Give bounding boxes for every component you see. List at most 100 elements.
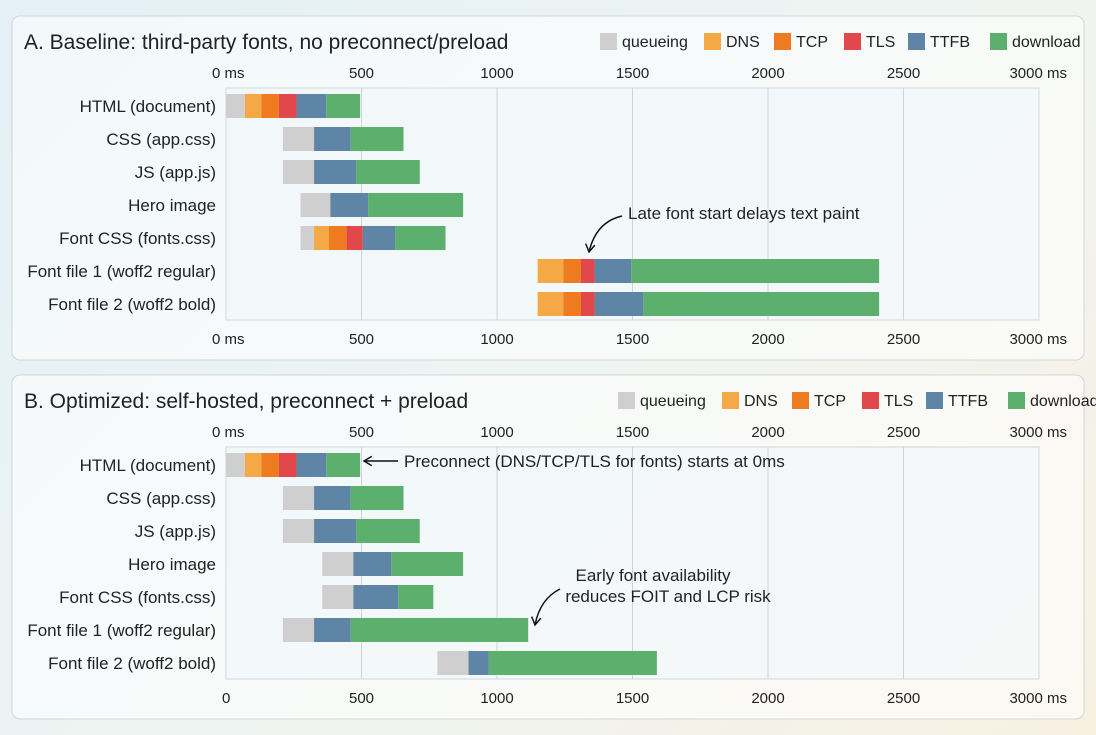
bar-segment-download [356,160,420,184]
row-label: Hero image [128,196,216,215]
bar-segment-download [326,94,361,118]
bar-segment-download [631,259,880,283]
legend-label-tls: TLS [866,34,895,51]
row-label: CSS (app.css) [106,489,216,508]
bar-segment-queueing [282,618,315,642]
x-tick-label-bottom: 1500 [616,331,649,348]
annotation-text: reduces FOIT and LCP risk [565,587,771,606]
bar-segment-queueing [322,585,354,609]
legend-label-queueing: queueing [640,393,706,410]
x-tick-label-bottom: 3000 ms [1009,331,1067,348]
bar-segment-ttfb [296,453,327,477]
x-tick-label-top: 1000 [480,424,513,441]
row-label: CSS (app.css) [106,130,216,149]
x-tick-label-top: 2500 [887,424,920,441]
x-tick-label-bottom: 1000 [480,690,513,707]
legend-swatch-download [1008,392,1025,409]
x-tick-label-bottom: 0 ms [212,331,245,348]
legend-label-download: download [1030,393,1096,410]
row-label: Font CSS (fonts.css) [59,588,216,607]
bar-segment-queueing [226,453,245,477]
bar-segment-ttfb [330,193,369,217]
legend-label-dns: DNS [744,393,778,410]
row-label: JS (app.js) [135,522,216,541]
bar-segment-queueing [300,193,331,217]
legend-swatch-download [990,33,1007,50]
annotation-text: Late font start delays text paint [628,204,860,223]
annotation-arrowhead [584,243,596,254]
annotation-arrow [588,215,623,253]
bar-segment-tcp [261,94,279,118]
legend-swatch-tcp [792,392,809,409]
bar-segment-download [350,618,529,642]
bar-segment-dns [314,226,329,250]
row-label: HTML (document) [80,456,216,475]
legend-swatch-tcp [774,33,791,50]
row-label: Font file 2 (woff2 bold) [48,295,216,314]
bar-segment-download [395,226,446,250]
bar-segment-ttfb [314,160,357,184]
bar-segment-queueing [322,552,354,576]
bar-segment-tls [346,226,363,250]
legend-label-ttfb: TTFB [930,34,970,51]
bar-segment-queueing [282,160,315,184]
bar-segment-download [398,585,434,609]
x-tick-label-top: 3000 ms [1009,65,1067,82]
legend-swatch-tls [862,392,879,409]
bar-segment-download [356,519,420,543]
bar-segment-tls [278,94,297,118]
x-tick-label-top: 500 [349,424,374,441]
x-tick-label-bottom: 2500 [887,331,920,348]
x-tick-label-bottom: 2000 [751,690,784,707]
annotation-arrowhead [362,455,373,467]
bar-segment-queueing [282,519,315,543]
bar-segment-dns [537,259,564,283]
annotation-text: Preconnect (DNS/TCP/TLS for fonts) start… [404,452,785,471]
bar-segment-ttfb [314,618,351,642]
legend-swatch-dns [704,33,721,50]
x-tick-label-bottom: 500 [349,690,374,707]
x-tick-label-top: 2000 [751,65,784,82]
panel-a: A. Baseline: third-party fonts, no preco… [11,15,1085,361]
legend-label-dns: DNS [726,34,760,51]
bar-segment-ttfb [296,94,327,118]
x-tick-label-top: 1500 [616,65,649,82]
bar-segment-download [350,486,404,510]
bar-segment-tls [581,292,595,316]
row-label: Font file 1 (woff2 regular) [27,262,216,281]
bar-segment-queueing [300,226,315,250]
annotation-text: Early font availability [576,566,731,585]
bar-segment-tls [581,259,595,283]
x-tick-label-bottom: 2500 [887,690,920,707]
legend-label-download: download [1012,34,1081,51]
row-label: HTML (document) [80,97,216,116]
legend-swatch-ttfb [926,392,943,409]
x-tick-label-top: 2500 [887,65,920,82]
row-label: Hero image [128,555,216,574]
bar-segment-download [350,127,404,151]
panel-title: B. Optimized: self-hosted, preconnect + … [24,390,468,413]
x-tick-label-bottom: 1500 [616,690,649,707]
x-tick-label-top: 0 ms [212,65,245,82]
bar-segment-ttfb [594,292,644,316]
bar-segment-download [488,651,657,675]
legend-label-tcp: TCP [796,34,828,51]
row-label: Font CSS (fonts.css) [59,229,216,248]
bar-segment-tcp [261,453,279,477]
legend-label-tls: TLS [884,393,913,410]
bar-segment-tcp [328,226,347,250]
bar-segment-tls [278,453,297,477]
bar-segment-tcp [563,259,582,283]
bar-segment-ttfb [314,127,351,151]
bar-segment-queueing [282,486,315,510]
bar-segment-ttfb [362,226,396,250]
bar-segment-queueing [226,94,245,118]
x-tick-label-bottom: 0 [222,690,230,707]
bar-segment-dns [537,292,564,316]
legend-label-tcp: TCP [814,393,846,410]
panel-title: A. Baseline: third-party fonts, no preco… [24,31,508,54]
bar-segment-dns [244,453,262,477]
x-tick-label-top: 0 ms [212,424,245,441]
bar-segment-queueing [282,127,315,151]
